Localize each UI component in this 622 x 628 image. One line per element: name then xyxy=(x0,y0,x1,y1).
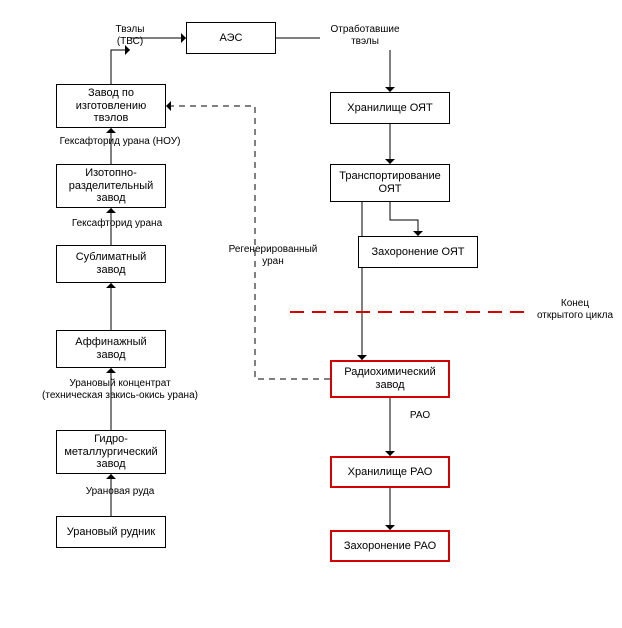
diagram-stage: АЭС Завод по изготовлению твэлов Изотопно-… xyxy=(0,0,622,628)
node-label: Радиохимический завод xyxy=(336,366,444,391)
label-text: Твэлы (ТВС) xyxy=(116,24,145,47)
label-hexa_nou: Гексафторид урана (НОУ) xyxy=(40,136,200,148)
label-text: Отработавшие твэлы xyxy=(330,24,399,47)
node-snf_trans: Транспортирование ОЯТ xyxy=(330,164,450,202)
label-text: Регенерированный уран xyxy=(229,244,318,267)
label-spent_tvely: Отработавшие твэлы xyxy=(320,24,410,47)
label-text: Гексафторид урана xyxy=(72,218,162,229)
label-text: РАО xyxy=(410,410,430,421)
edge-arrow-13 xyxy=(106,474,116,479)
label-open_cycle_end: Конец открытого цикла xyxy=(530,298,620,321)
node-aes: АЭС xyxy=(186,22,276,54)
node-snf_store: Хранилище ОЯТ xyxy=(330,92,450,124)
label-text: Гексафторид урана (НОУ) xyxy=(60,136,181,147)
edge-5 xyxy=(390,202,418,236)
edge-arrow-12 xyxy=(106,368,116,373)
label-tvely_tvs: Твэлы (ТВС) xyxy=(100,24,160,47)
node-fuel_plant: Завод по изготовлению твэлов xyxy=(56,84,166,128)
node-isotope: Изотопно-разделительный завод xyxy=(56,164,166,208)
label-ore: Урановая руда xyxy=(70,486,170,498)
label-regen_u: Регенерированный уран xyxy=(218,244,328,267)
node-label: АЭС xyxy=(220,32,243,45)
node-hydromet: Гидро-металлургический завод xyxy=(56,430,166,474)
node-label: Завод по изготовлению твэлов xyxy=(61,87,161,125)
node-label: Аффинажный завод xyxy=(61,336,161,361)
edge-arrow-11 xyxy=(106,283,116,288)
node-label: Гидро-металлургический завод xyxy=(61,433,161,471)
label-concentrate: Урановый концентрат (техническая закись-… xyxy=(20,378,220,401)
node-radiochem: Радиохимический завод xyxy=(330,360,450,398)
edge-arrow-14 xyxy=(166,101,171,111)
node-mine: Урановый рудник xyxy=(56,516,166,548)
node-rao_store: Хранилище РАО xyxy=(330,456,450,488)
node-affinage: Аффинажный завод xyxy=(56,330,166,368)
node-label: Хранилище ОЯТ xyxy=(347,102,432,115)
node-label: Захоронение РАО xyxy=(344,540,436,553)
node-label: Захоронение ОЯТ xyxy=(371,246,464,259)
label-rao: РАО xyxy=(400,410,440,422)
edge-arrow-10 xyxy=(106,208,116,213)
edge-arrow-9 xyxy=(106,128,116,133)
edge-0 xyxy=(111,50,130,84)
node-label: Урановый рудник xyxy=(67,526,155,539)
node-label: Сублиматный завод xyxy=(61,251,161,276)
label-hexa: Гексафторид урана xyxy=(52,218,182,230)
node-label: Изотопно-разделительный завод xyxy=(61,167,161,205)
node-label: Транспортирование ОЯТ xyxy=(335,170,445,195)
label-text: Урановая руда xyxy=(86,486,155,497)
node-snf_bury: Захоронение ОЯТ xyxy=(358,236,478,268)
node-label: Хранилище РАО xyxy=(348,466,433,479)
label-text: Урановый концентрат (техническая закись-… xyxy=(42,378,198,401)
node-sublimat: Сублиматный завод xyxy=(56,245,166,283)
label-text: Конец открытого цикла xyxy=(537,298,613,321)
node-rao_bury: Захоронение РАО xyxy=(330,530,450,562)
